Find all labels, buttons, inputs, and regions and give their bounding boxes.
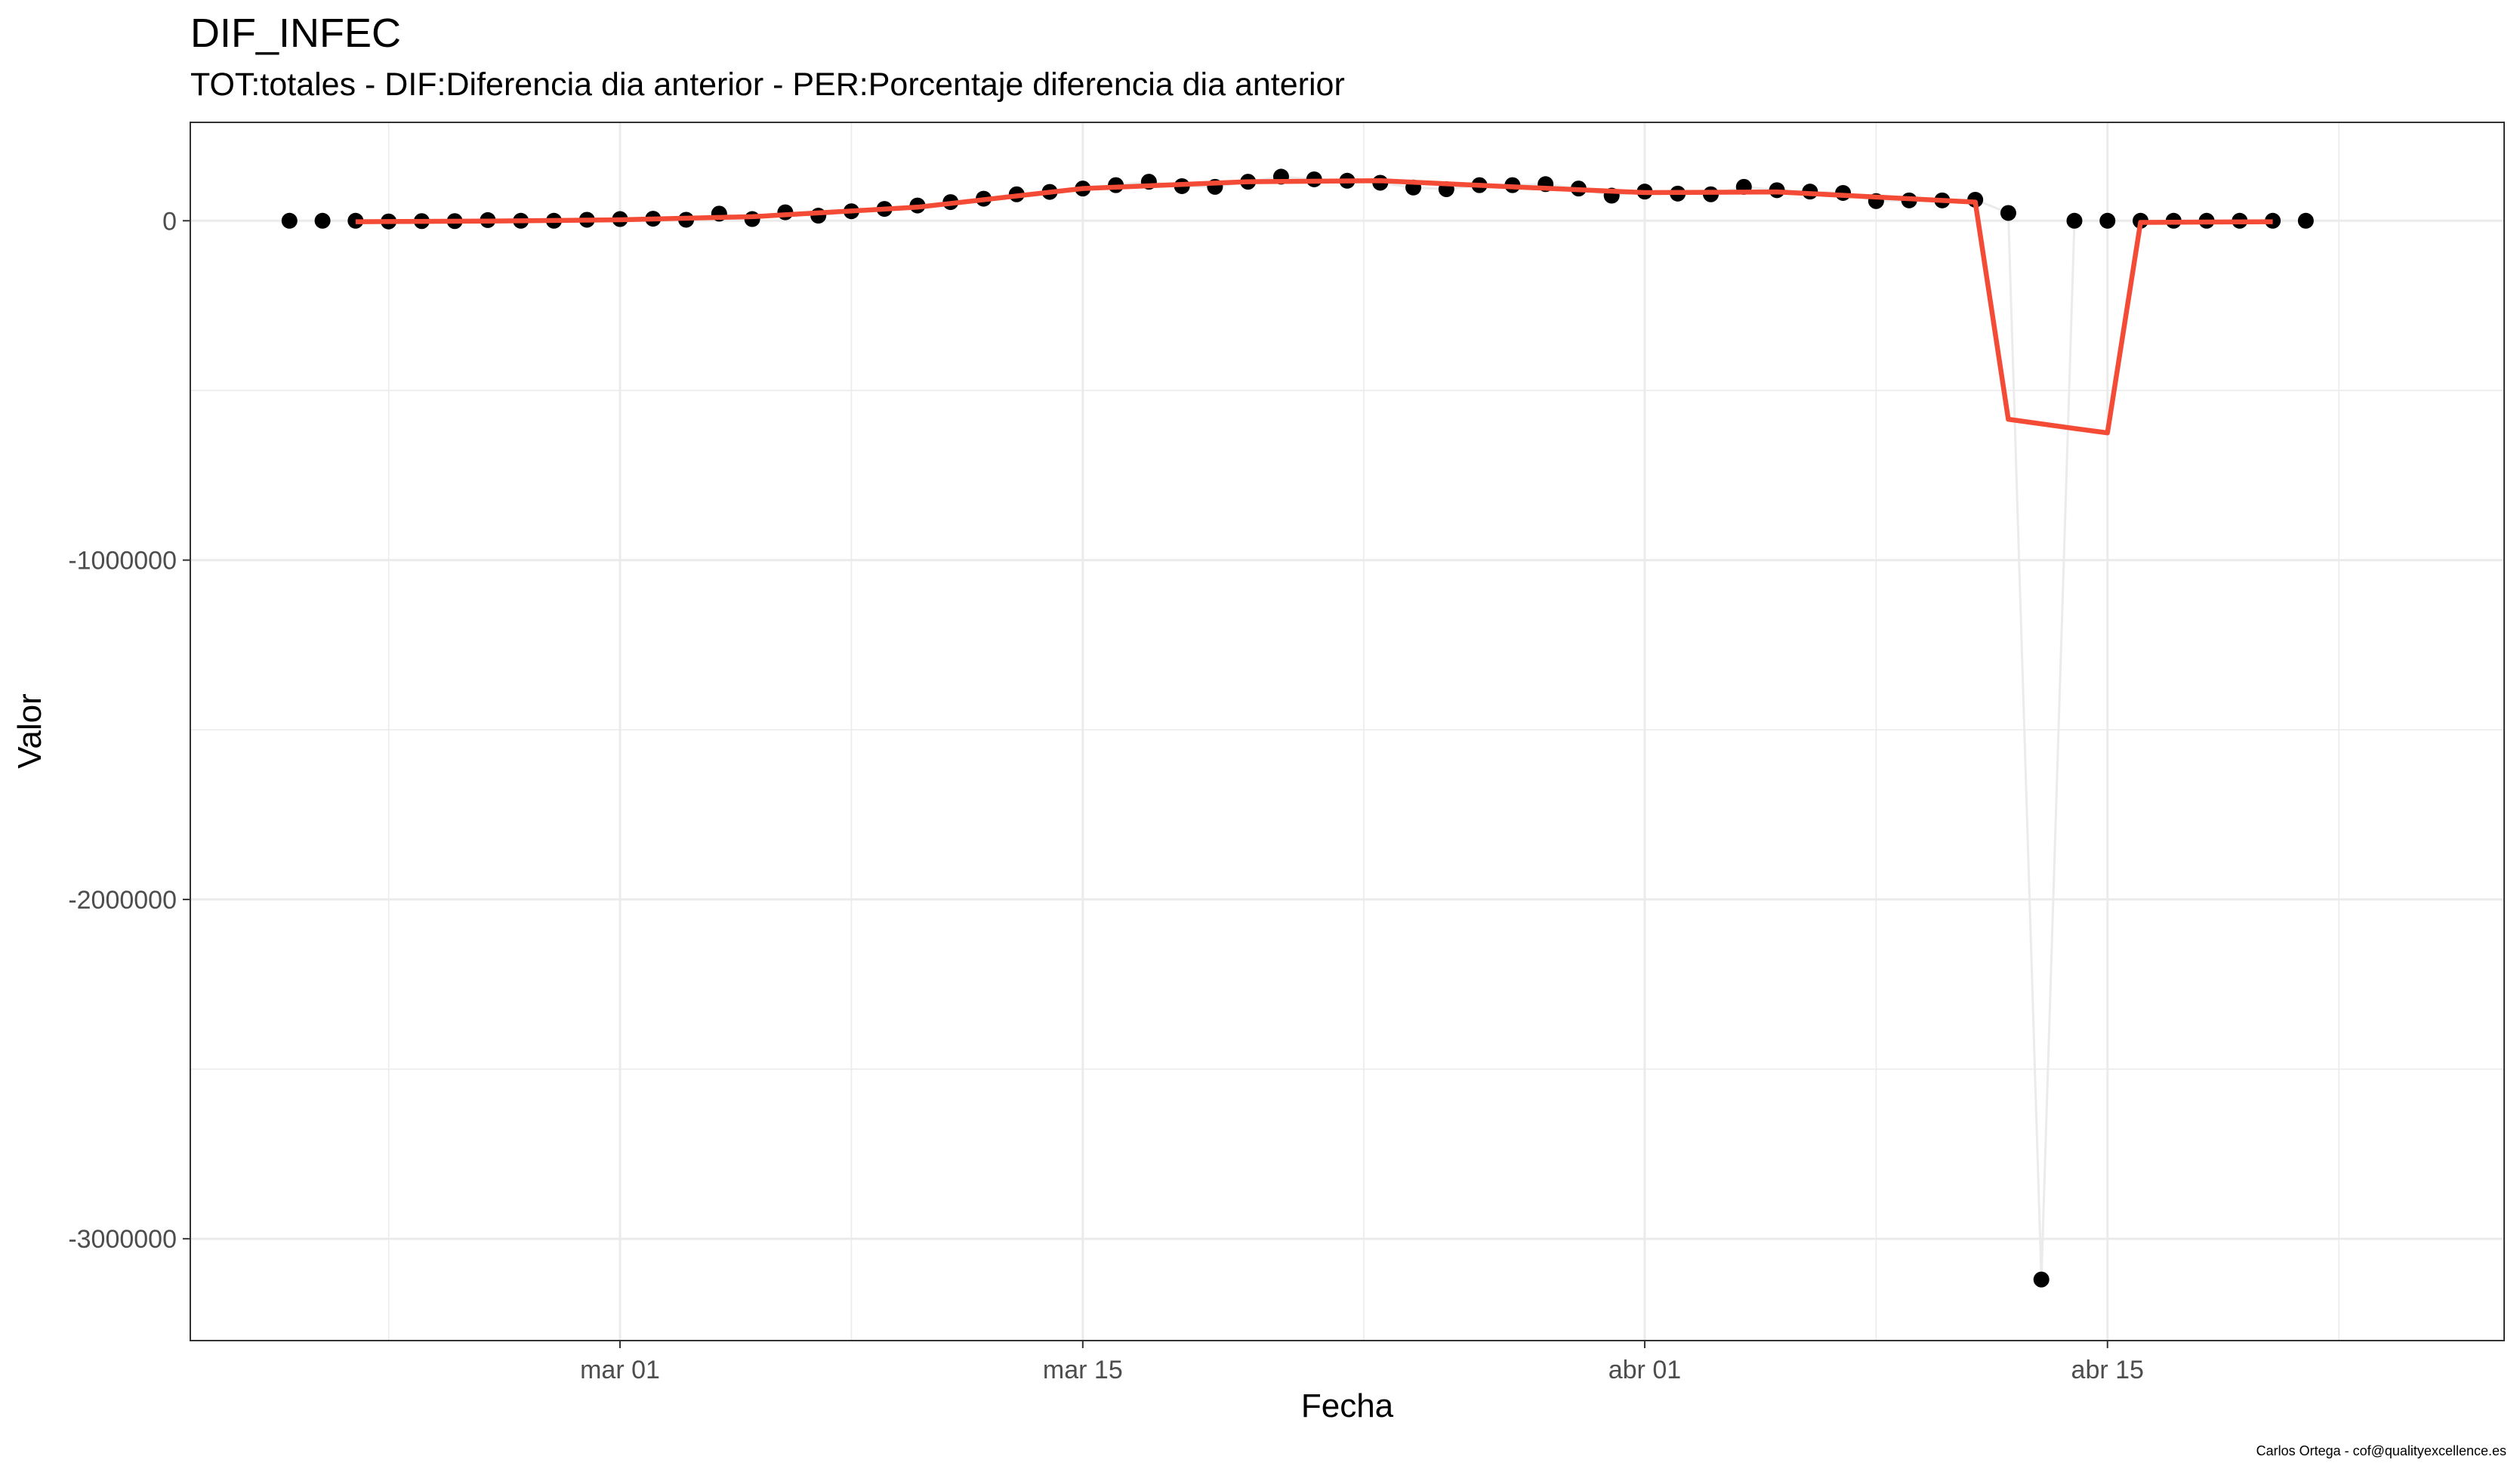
data-point bbox=[2265, 212, 2281, 229]
y-tick-label: -2000000 bbox=[68, 886, 177, 915]
data-point bbox=[314, 212, 331, 229]
axis-layer: 0 -1000000 -2000000 -3000000 mar 01 mar 15 abr… bbox=[68, 207, 2144, 1384]
y-tick-label: -3000000 bbox=[68, 1225, 177, 1254]
y-axis-title: Valor bbox=[11, 693, 48, 768]
y-tick-label: -1000000 bbox=[68, 547, 177, 576]
x-axis-title: Fecha bbox=[1301, 1387, 1394, 1424]
data-point bbox=[281, 212, 298, 229]
data-point bbox=[2000, 205, 2016, 221]
data-point bbox=[2099, 212, 2116, 229]
x-tick-label: mar 15 bbox=[1043, 1356, 1123, 1384]
moving-average-line bbox=[355, 178, 2273, 436]
author-caption: Carlos Ortega - cof@qualityexcellence.es bbox=[2256, 1443, 2506, 1458]
data-point bbox=[347, 212, 364, 229]
chart-title: DIF_INFEC bbox=[190, 11, 402, 56]
panel-border bbox=[190, 122, 2505, 1341]
chart-subtitle: TOT:totales - DIF:Diferencia dia anterio… bbox=[190, 66, 1345, 103]
series-layer bbox=[281, 168, 2314, 1288]
x-tick-label: abr 01 bbox=[1609, 1356, 1681, 1384]
data-point bbox=[2033, 1271, 2050, 1288]
x-tick-label: abr 15 bbox=[2071, 1356, 2144, 1384]
data-point bbox=[2066, 212, 2083, 229]
daily-connector-line bbox=[289, 175, 2306, 1280]
data-point bbox=[2297, 212, 2314, 229]
x-tick-label: mar 01 bbox=[580, 1356, 660, 1384]
y-tick-label: 0 bbox=[162, 207, 177, 236]
grid-lines bbox=[190, 122, 2504, 1341]
